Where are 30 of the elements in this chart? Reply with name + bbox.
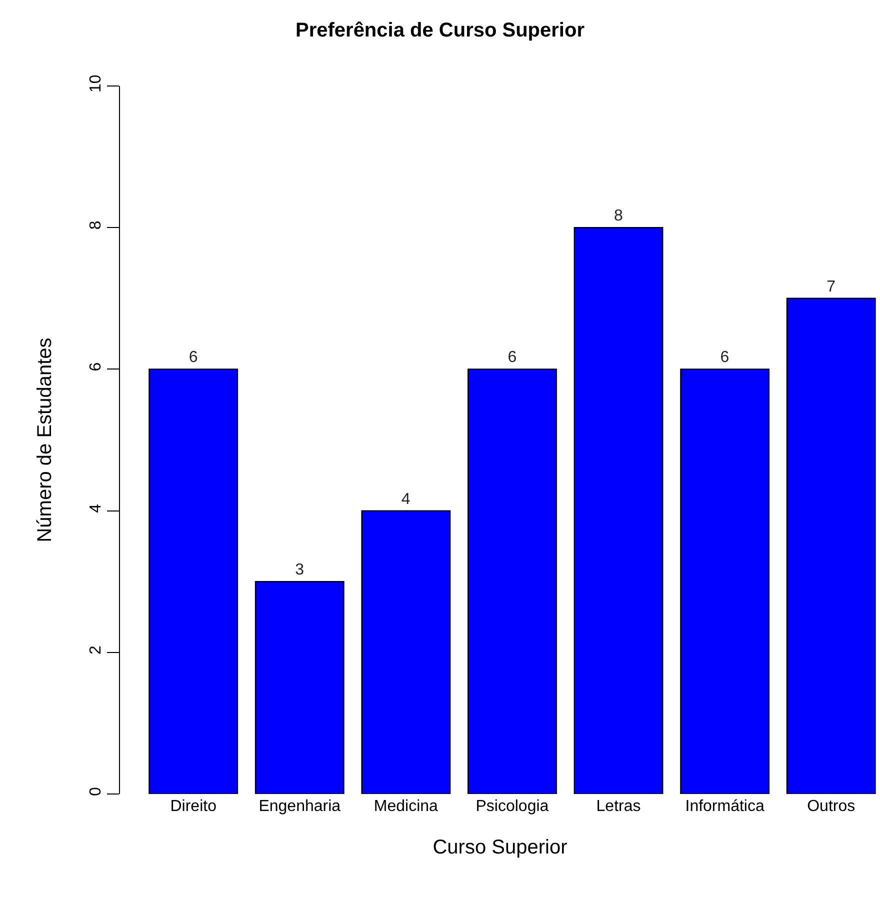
bar [254,581,344,794]
y-tick-label: 10 [88,74,105,92]
y-tick-label: 2 [88,645,105,654]
x-tick-label: Direito [170,798,217,815]
y-tick-label: 6 [88,362,105,372]
y-axis-title: Número de Estudantes [34,338,56,542]
data-label: 8 [614,208,624,225]
x-tick-label: Medicina [374,798,438,815]
bar [148,368,238,794]
bar [786,298,876,794]
bar [680,368,770,794]
data-label: 7 [826,278,836,296]
x-tick-label: Informática [685,798,764,815]
x-tick-label: Engenharia [258,798,341,815]
y-tick-label: 4 [88,504,105,513]
bar [468,368,557,794]
data-label: 6 [188,349,198,366]
data-label: 6 [508,349,517,366]
x-tick-label: Letras [596,798,641,815]
chart-title: Preferência de Curso Superior [296,20,585,42]
y-tick-label: 0 [88,787,105,796]
bar [574,227,664,794]
data-label: 3 [295,562,304,579]
bar [361,510,451,794]
y-tick-label: 8 [88,220,105,230]
x-axis-title: Curso Superior [432,836,568,858]
data-label: 6 [720,349,730,366]
data-label: 4 [401,490,410,508]
x-tick-label: Psicologia [476,798,549,815]
x-tick-label: Outros [807,798,856,815]
